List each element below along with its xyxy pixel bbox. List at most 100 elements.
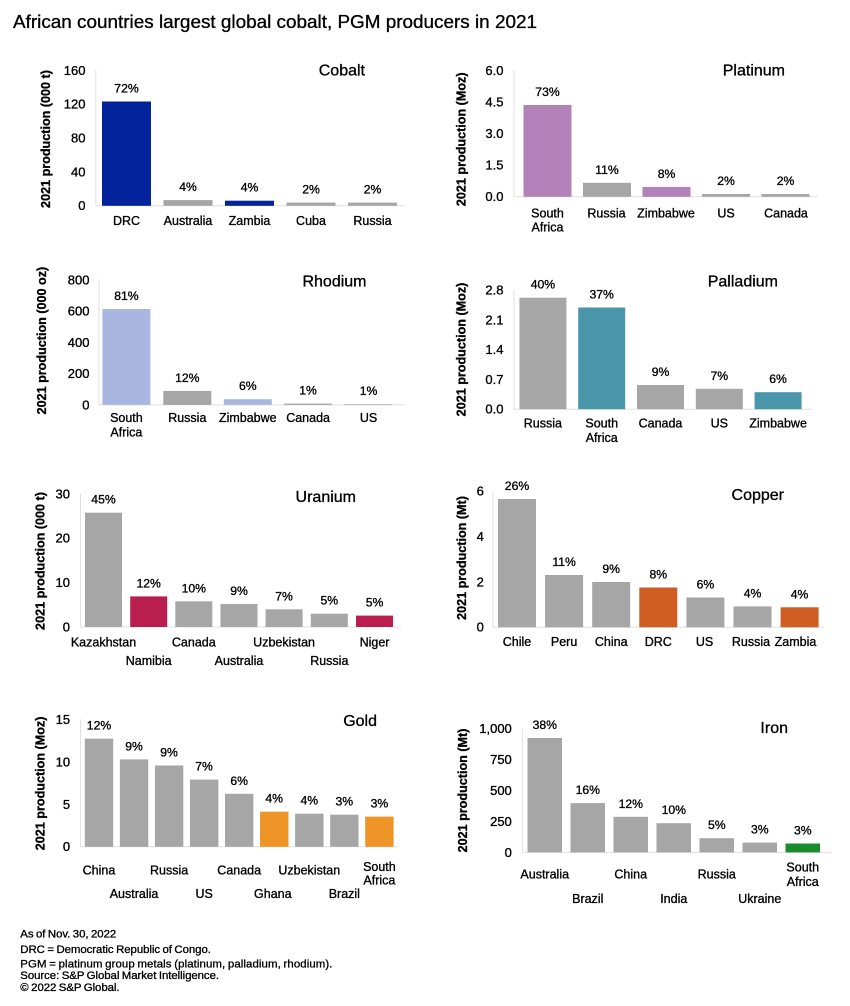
svg-text:Africa: Africa [110, 426, 142, 440]
svg-text:1.4: 1.4 [485, 342, 503, 357]
svg-text:120: 120 [64, 97, 86, 112]
svg-text:Brazil: Brazil [572, 892, 603, 906]
svg-text:PGM = platinum group metals (p: PGM = platinum group metals (platinum, p… [20, 958, 332, 970]
svg-text:Australia: Australia [520, 868, 569, 882]
svg-text:Uzbekistan: Uzbekistan [253, 636, 315, 650]
svg-text:400: 400 [68, 335, 90, 350]
svg-text:2021 production (000 t): 2021 production (000 t) [39, 70, 53, 208]
svg-text:10%: 10% [662, 803, 687, 817]
svg-text:Russia: Russia [524, 417, 562, 431]
svg-text:40%: 40% [531, 278, 556, 292]
svg-text:1%: 1% [360, 384, 378, 398]
svg-text:600: 600 [68, 304, 90, 319]
svg-text:16%: 16% [576, 783, 601, 797]
svg-text:Zimbabwe: Zimbabwe [219, 411, 277, 425]
svg-text:6%: 6% [769, 372, 787, 386]
svg-text:9%: 9% [230, 584, 248, 598]
svg-text:12%: 12% [87, 719, 112, 733]
svg-text:Iron: Iron [760, 720, 788, 737]
svg-text:160: 160 [64, 63, 86, 78]
svg-text:45%: 45% [91, 493, 116, 507]
svg-text:Zambia: Zambia [775, 635, 817, 649]
svg-text:Africa: Africa [363, 874, 395, 888]
svg-text:11%: 11% [552, 555, 576, 569]
svg-text:Africa: Africa [586, 431, 618, 445]
svg-text:72%: 72% [114, 82, 139, 96]
svg-text:2.1: 2.1 [485, 312, 503, 327]
svg-text:3%: 3% [335, 795, 353, 809]
svg-text:2%: 2% [364, 183, 382, 197]
svg-text:Australia: Australia [215, 654, 264, 668]
svg-text:9%: 9% [160, 746, 178, 760]
svg-text:1%: 1% [299, 384, 317, 398]
svg-text:15: 15 [56, 712, 70, 727]
svg-text:Russia: Russia [168, 411, 206, 425]
svg-text:8%: 8% [658, 167, 676, 181]
svg-text:US: US [360, 411, 377, 425]
svg-text:Africa: Africa [787, 875, 819, 889]
svg-text:3.0: 3.0 [485, 126, 503, 141]
svg-text:6%: 6% [230, 774, 248, 788]
svg-text:1.5: 1.5 [485, 158, 503, 173]
svg-text:Zimbabwe: Zimbabwe [749, 417, 807, 431]
svg-text:4%: 4% [241, 181, 259, 195]
svg-text:Cobalt: Cobalt [319, 63, 366, 80]
svg-text:30: 30 [56, 486, 70, 501]
svg-text:12%: 12% [175, 371, 200, 385]
svg-text:81%: 81% [114, 289, 139, 303]
svg-text:2021 production (Moz): 2021 production (Moz) [33, 717, 47, 851]
svg-text:0: 0 [63, 839, 70, 854]
svg-text:4%: 4% [791, 587, 809, 601]
svg-text:2%: 2% [717, 174, 735, 188]
svg-text:26%: 26% [505, 479, 530, 493]
svg-text:2021 production (Mt): 2021 production (Mt) [455, 496, 469, 620]
svg-text:Copper: Copper [732, 487, 785, 504]
svg-text:4: 4 [477, 529, 484, 544]
svg-text:Australia: Australia [110, 887, 159, 901]
svg-text:5: 5 [63, 797, 70, 812]
svg-text:0.7: 0.7 [485, 372, 503, 387]
svg-text:500: 500 [490, 783, 512, 798]
svg-text:6%: 6% [697, 578, 715, 592]
svg-text:80: 80 [71, 131, 85, 146]
svg-text:800: 800 [68, 272, 90, 287]
svg-text:Russia: Russia [150, 863, 188, 877]
svg-text:Source: S&P Global Market Inte: Source: S&P Global Market Intelligence. [20, 970, 219, 982]
svg-text:2.8: 2.8 [485, 283, 503, 298]
svg-text:2021 production (Mt): 2021 production (Mt) [456, 729, 470, 853]
svg-text:South: South [110, 411, 143, 425]
svg-text:South: South [786, 861, 819, 875]
svg-text:11%: 11% [595, 163, 619, 177]
svg-text:Kazakhstan: Kazakhstan [71, 636, 136, 650]
svg-text:1,000: 1,000 [479, 721, 512, 736]
svg-text:Ukraine: Ukraine [738, 892, 781, 906]
svg-text:As of Nov. 30, 2022: As of Nov. 30, 2022 [20, 929, 116, 941]
svg-text:Canada: Canada [172, 636, 216, 650]
svg-text:3%: 3% [371, 797, 389, 811]
svg-text:6: 6 [477, 483, 484, 498]
svg-text:0: 0 [477, 620, 484, 635]
svg-text:Russia: Russia [310, 654, 348, 668]
svg-text:5%: 5% [708, 818, 726, 832]
svg-text:4%: 4% [744, 586, 762, 600]
svg-text:2021 production (Moz): 2021 production (Moz) [454, 72, 468, 206]
svg-text:Canada: Canada [764, 206, 808, 220]
svg-text:2: 2 [477, 574, 484, 589]
svg-text:Russia: Russia [353, 214, 391, 228]
svg-text:India: India [660, 892, 687, 906]
svg-text:2021 production (Moz): 2021 production (Moz) [454, 283, 468, 417]
svg-text:Zimbabwe: Zimbabwe [637, 206, 695, 220]
svg-text:South: South [585, 417, 618, 431]
svg-text:20: 20 [56, 531, 70, 546]
svg-text:African countries largest glob: African countries largest global cobalt,… [13, 12, 537, 33]
svg-text:2021 production (000 oz): 2021 production (000 oz) [35, 267, 49, 415]
svg-text:Zambia: Zambia [229, 214, 271, 228]
svg-text:China: China [595, 635, 628, 649]
svg-text:China: China [83, 863, 116, 877]
svg-text:5%: 5% [366, 596, 384, 610]
svg-text:38%: 38% [533, 718, 558, 732]
svg-text:40: 40 [71, 164, 85, 179]
svg-text:6%: 6% [239, 379, 257, 393]
svg-text:2%: 2% [777, 174, 795, 188]
svg-text:Cuba: Cuba [296, 214, 326, 228]
